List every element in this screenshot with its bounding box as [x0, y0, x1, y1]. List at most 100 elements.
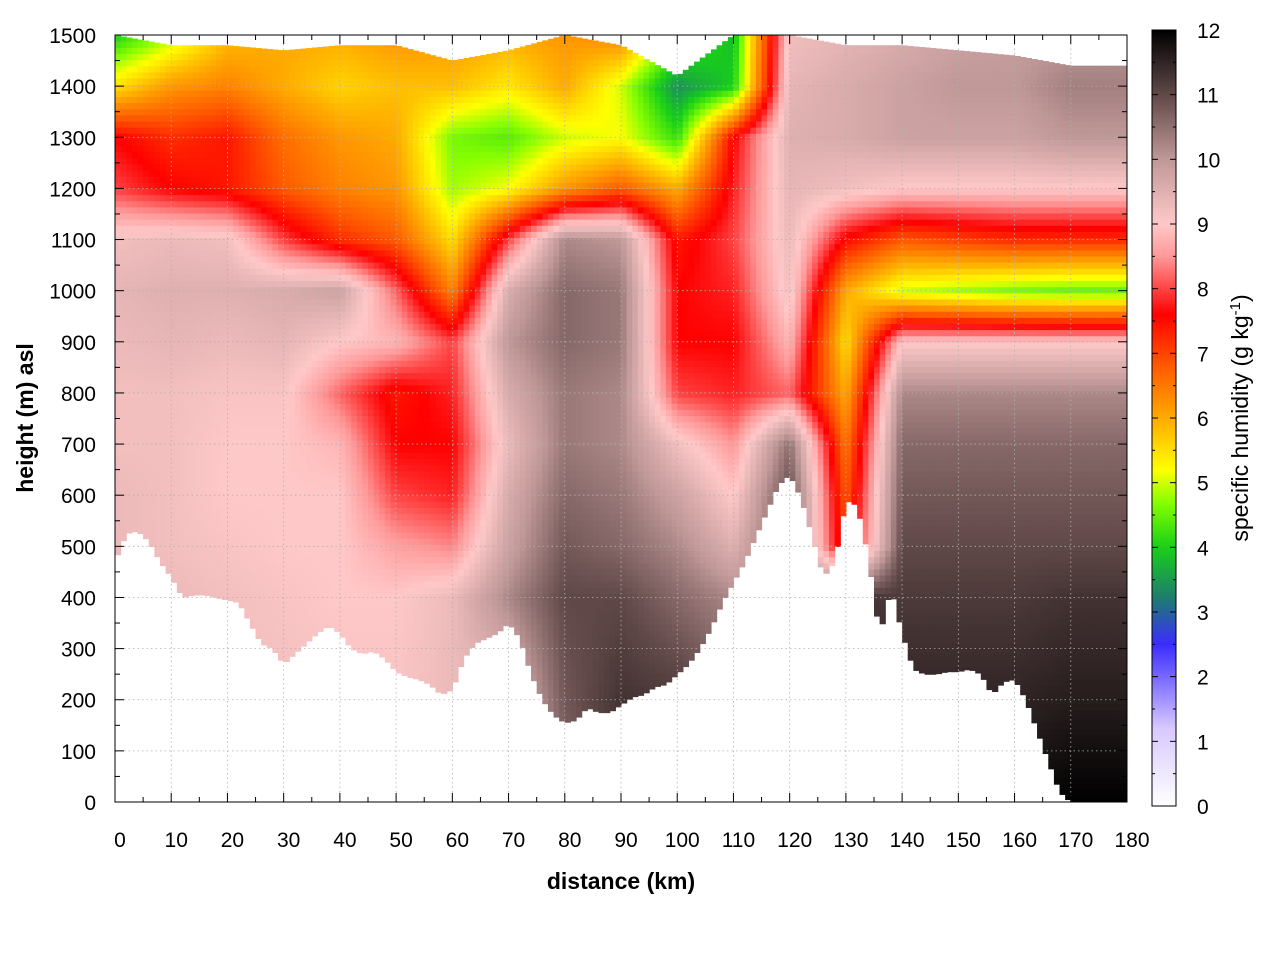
field-cell	[244, 489, 251, 496]
field-cell	[334, 617, 341, 625]
field-cell	[182, 513, 189, 521]
field-cell	[278, 611, 285, 619]
field-cell	[143, 298, 150, 306]
field-cell	[379, 636, 386, 644]
field-cell	[362, 611, 369, 619]
field-cell	[255, 212, 262, 220]
field-cell	[210, 519, 217, 527]
field-cell	[131, 323, 139, 331]
field-cell	[317, 274, 324, 282]
field-cell	[339, 562, 347, 570]
field-cell	[300, 544, 307, 552]
field-cell	[339, 176, 347, 183]
field-cell	[227, 347, 234, 355]
field-cell	[283, 476, 290, 484]
field-cell	[401, 59, 408, 67]
field-cell	[373, 249, 380, 257]
field-cell	[373, 268, 380, 275]
field-cell	[283, 65, 290, 73]
field-cell	[227, 120, 234, 128]
field-cell	[401, 636, 408, 644]
field-cell	[401, 71, 408, 79]
field-cell	[171, 366, 178, 374]
field-cell	[390, 206, 397, 214]
field-cell	[379, 458, 386, 466]
field-cell	[390, 139, 397, 147]
field-cell	[311, 390, 318, 398]
field-cell	[216, 298, 223, 306]
field-cell	[390, 617, 397, 625]
field-cell	[294, 366, 302, 374]
field-cell	[182, 489, 189, 496]
field-cell	[278, 390, 285, 398]
field-cell	[249, 206, 257, 214]
field-cell	[255, 274, 262, 282]
field-cell	[171, 317, 178, 324]
field-cell	[362, 145, 369, 153]
field-cell	[216, 489, 223, 496]
field-cell	[148, 354, 155, 361]
field-cell	[182, 574, 189, 582]
field-cell	[143, 41, 150, 48]
field-cell	[351, 255, 358, 263]
field-cell	[345, 366, 352, 374]
field-cell	[328, 219, 335, 226]
field-cell	[115, 550, 122, 556]
field-cell	[311, 231, 318, 239]
field-cell	[165, 188, 172, 196]
field-cell	[266, 71, 274, 79]
field-cell	[384, 397, 392, 404]
field-cell	[159, 114, 167, 122]
field-cell	[278, 182, 285, 189]
field-cell	[261, 519, 268, 527]
field-cell	[255, 403, 262, 410]
field-cell	[266, 599, 274, 607]
field-cell	[351, 642, 358, 650]
field-cell	[283, 648, 290, 656]
field-cell	[356, 151, 363, 159]
field-cell	[261, 274, 268, 282]
field-cell	[278, 335, 285, 343]
field-cell	[390, 90, 397, 97]
field-cell	[351, 286, 358, 294]
field-cell	[131, 390, 139, 398]
field-cell	[143, 397, 150, 404]
field-cell	[407, 593, 414, 601]
field-cell	[379, 219, 386, 226]
field-cell	[311, 169, 318, 177]
field-cell	[199, 495, 206, 502]
field-cell	[339, 489, 347, 496]
field-cell	[396, 593, 403, 601]
field-cell	[396, 390, 403, 398]
field-cell	[148, 317, 155, 324]
field-cell	[255, 286, 262, 294]
field-cell	[396, 599, 403, 607]
field-cell	[339, 77, 347, 85]
field-cell	[188, 108, 195, 116]
field-cell	[188, 133, 195, 140]
field-cell	[339, 84, 347, 91]
field-cell	[407, 176, 414, 183]
field-cell	[249, 84, 257, 91]
field-cell	[261, 599, 268, 607]
field-cell	[384, 304, 392, 312]
field-cell	[210, 274, 217, 282]
field-cell	[131, 311, 139, 318]
field-cell	[317, 84, 324, 91]
field-cell	[165, 335, 172, 343]
field-cell	[351, 45, 358, 48]
field-cell	[188, 593, 195, 597]
field-cell	[266, 507, 274, 515]
field-cell	[356, 237, 363, 245]
field-cell	[171, 439, 178, 447]
field-cell	[384, 200, 392, 208]
field-cell	[261, 421, 268, 429]
field-cell	[278, 59, 285, 67]
field-cell	[143, 90, 150, 97]
field-cell	[384, 556, 392, 564]
field-cell	[339, 372, 347, 380]
field-cell	[154, 550, 161, 558]
field-cell	[323, 556, 330, 564]
field-cell	[148, 525, 155, 533]
field-cell	[188, 59, 195, 67]
